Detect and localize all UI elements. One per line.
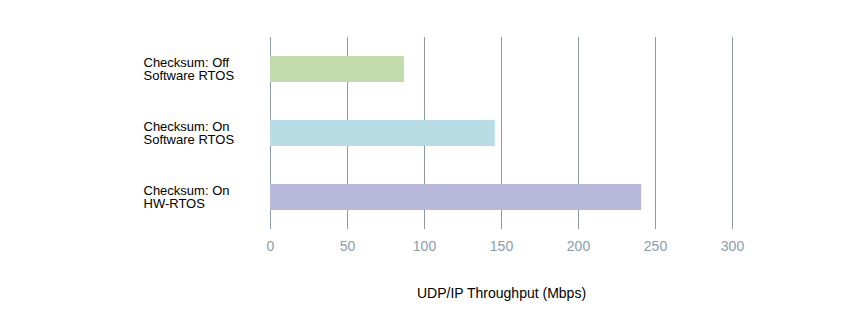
svg-text:Checksum: OnHW-RTOS: Checksum: OnHW-RTOS (144, 183, 230, 211)
svg-text:UDP/IP Throughput (Mbps): UDP/IP Throughput (Mbps) (417, 285, 586, 301)
svg-text:Checksum: OnSoftware RTOS: Checksum: OnSoftware RTOS (144, 119, 235, 147)
svg-text:100: 100 (413, 238, 437, 254)
svg-text:300: 300 (721, 238, 745, 254)
svg-text:200: 200 (567, 238, 591, 254)
svg-text:50: 50 (340, 238, 356, 254)
svg-text:0: 0 (267, 238, 275, 254)
svg-text:Checksum: OffSoftware RTOS: Checksum: OffSoftware RTOS (144, 55, 235, 83)
svg-text:150: 150 (490, 238, 514, 254)
svg-text:250: 250 (644, 238, 668, 254)
